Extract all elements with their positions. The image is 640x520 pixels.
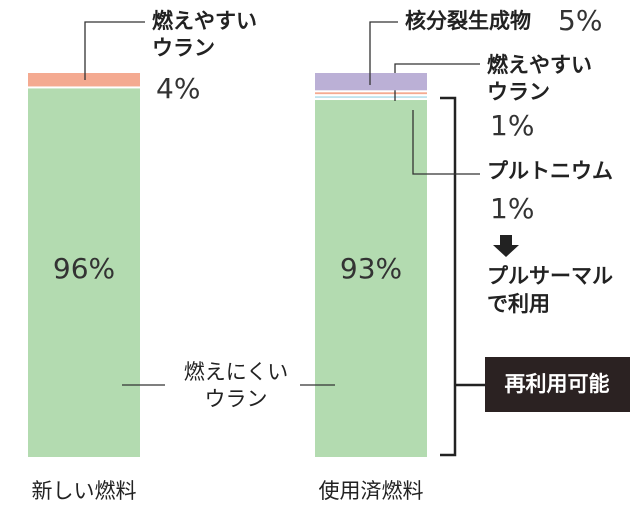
series-label: 燃えやすいウラン (487, 53, 592, 104)
leader-line (84, 21, 145, 80)
label-box (485, 357, 630, 412)
series-label: 燃えやすいウラン (152, 9, 257, 60)
leader-line (369, 21, 398, 85)
bar-segment (315, 92, 427, 95)
value-label: 1% (490, 109, 534, 142)
value-label: 93% (340, 252, 402, 285)
bar-segment (28, 73, 140, 87)
value-label: 5% (558, 4, 602, 37)
bar-segment (28, 88, 140, 457)
bar-segment (315, 73, 427, 91)
series-label: 核分裂生成物 (405, 9, 531, 33)
series-label: 燃えにくいウラン (184, 360, 289, 411)
arrow (493, 235, 519, 257)
bar-segment (315, 100, 427, 458)
annotation: プルサーマルで利用 (487, 264, 613, 316)
value-label: 96% (53, 252, 115, 285)
bar-segment (315, 96, 427, 99)
series-label: プルトニウム (487, 159, 613, 183)
x-tick-label: 新しい燃料 (32, 479, 137, 503)
x-tick-label: 使用済燃料 (319, 479, 424, 503)
bracket (440, 96, 487, 457)
annotation: 再利用可能 (505, 372, 610, 396)
value-label: 4% (156, 72, 200, 105)
value-label: 1% (490, 192, 534, 225)
leader-line (412, 110, 480, 175)
